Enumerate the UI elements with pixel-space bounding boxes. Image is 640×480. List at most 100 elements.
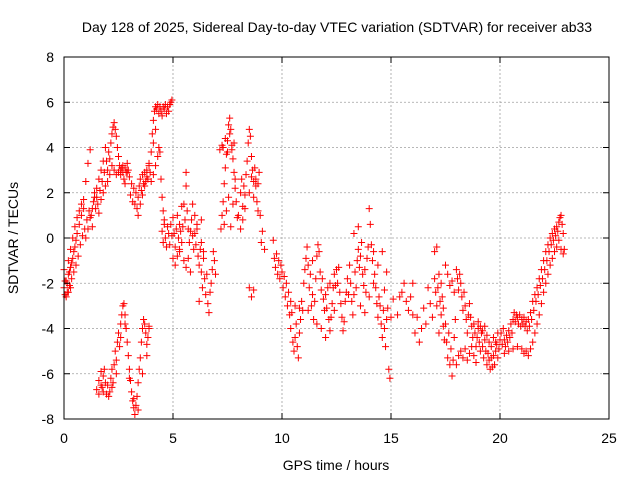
data-point xyxy=(117,166,125,174)
data-point xyxy=(432,288,440,296)
data-point xyxy=(360,282,368,290)
data-point xyxy=(316,268,324,276)
data-point xyxy=(167,220,175,228)
data-point xyxy=(137,186,145,194)
data-point xyxy=(359,270,367,278)
data-point xyxy=(340,318,348,326)
data-point xyxy=(228,146,236,154)
data-point xyxy=(295,329,303,337)
data-point xyxy=(306,270,314,278)
data-point xyxy=(220,180,228,188)
data-point xyxy=(104,177,112,185)
data-point xyxy=(122,325,130,332)
data-point xyxy=(543,257,551,265)
data-point xyxy=(456,270,464,278)
data-point xyxy=(182,182,190,190)
data-point xyxy=(120,300,128,308)
data-point xyxy=(241,191,249,199)
data-point xyxy=(148,130,156,138)
data-point xyxy=(155,144,163,151)
data-point xyxy=(457,279,465,287)
data-point xyxy=(165,107,173,115)
data-point xyxy=(346,261,354,269)
data-point xyxy=(374,261,382,269)
data-point xyxy=(94,200,102,208)
data-point xyxy=(371,270,379,278)
data-point xyxy=(309,291,317,299)
data-point xyxy=(322,291,330,299)
data-point xyxy=(202,291,210,299)
data-point xyxy=(548,254,556,262)
data-point xyxy=(138,325,146,332)
data-point xyxy=(141,182,149,190)
data-point xyxy=(125,365,133,373)
data-point xyxy=(554,227,562,235)
data-point xyxy=(354,223,362,231)
data-point xyxy=(242,171,250,179)
data-point xyxy=(463,356,471,364)
y-tick-label: 4 xyxy=(46,140,54,156)
data-point xyxy=(252,182,260,190)
data-point xyxy=(317,286,325,294)
data-point xyxy=(378,334,386,342)
data-point xyxy=(363,254,371,262)
data-point xyxy=(67,263,75,271)
data-point xyxy=(463,329,471,337)
data-point xyxy=(452,266,460,274)
data-point xyxy=(555,236,563,244)
data-point xyxy=(138,191,146,199)
data-point xyxy=(159,207,167,215)
data-point xyxy=(275,257,283,265)
data-point xyxy=(362,288,370,296)
data-point xyxy=(351,268,359,276)
data-point xyxy=(115,153,122,161)
data-point xyxy=(169,214,177,222)
data-point xyxy=(523,327,531,335)
data-point xyxy=(149,171,157,179)
data-point xyxy=(470,352,478,360)
data-point xyxy=(255,168,263,176)
data-point xyxy=(178,239,186,247)
data-point xyxy=(484,349,492,357)
data-point xyxy=(130,184,138,192)
data-point xyxy=(301,266,309,274)
data-point xyxy=(479,343,487,351)
data-point xyxy=(318,275,326,283)
data-point xyxy=(489,352,497,360)
data-point xyxy=(290,347,298,355)
data-point xyxy=(394,311,402,319)
data-point xyxy=(113,338,121,346)
data-point xyxy=(184,254,192,262)
data-point xyxy=(106,155,114,163)
data-point xyxy=(396,293,404,301)
data-point xyxy=(305,284,313,292)
data-point xyxy=(191,211,199,219)
data-point xyxy=(71,223,79,231)
data-point xyxy=(204,300,212,308)
data-point xyxy=(334,279,342,287)
data-point xyxy=(192,241,200,249)
data-point xyxy=(221,164,229,172)
data-point xyxy=(491,361,499,369)
data-point xyxy=(227,125,235,133)
data-point xyxy=(141,320,149,328)
data-point xyxy=(365,293,373,301)
data-point xyxy=(559,250,567,258)
data-point xyxy=(516,311,524,319)
data-point xyxy=(438,293,446,301)
data-point xyxy=(442,320,449,328)
data-point xyxy=(389,295,397,303)
data-point xyxy=(451,315,459,323)
data-point xyxy=(337,300,345,308)
data-point xyxy=(470,320,478,328)
data-point xyxy=(68,259,76,267)
data-point xyxy=(285,288,293,296)
data-point xyxy=(376,302,384,310)
data-point xyxy=(473,334,481,342)
data-point xyxy=(171,261,179,269)
data-point xyxy=(297,315,305,323)
data-point xyxy=(97,166,105,174)
data-point xyxy=(75,207,83,215)
data-point xyxy=(288,309,296,317)
chart-title: Day 128 of 2025, Sidereal Day-to-day VTE… xyxy=(82,19,592,35)
